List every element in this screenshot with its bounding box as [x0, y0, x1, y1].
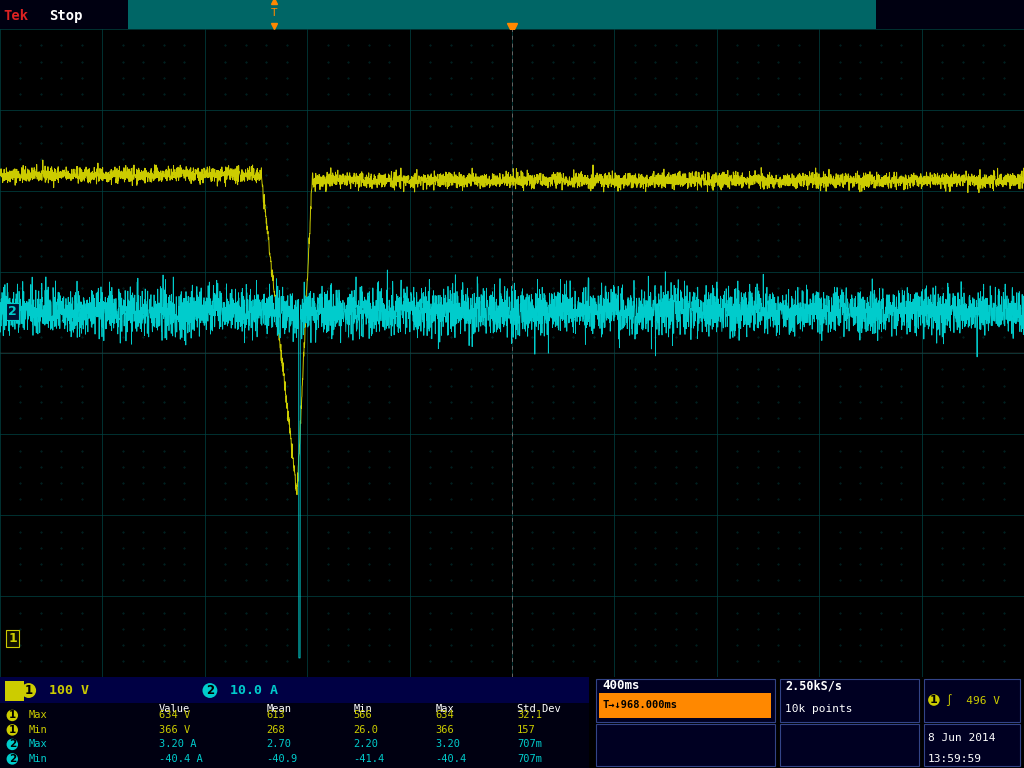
Text: 1: 1 — [930, 695, 938, 705]
Bar — [0, 677, 589, 703]
Bar — [924, 723, 1020, 766]
Text: 634: 634 — [435, 710, 454, 720]
Text: 1: 1 — [8, 710, 16, 720]
Text: Tek: Tek — [3, 9, 29, 23]
Text: 10.0 A: 10.0 A — [230, 684, 279, 697]
Text: Max: Max — [29, 710, 47, 720]
Bar — [924, 679, 1020, 722]
Text: 268: 268 — [266, 725, 285, 735]
Text: Std Dev: Std Dev — [517, 704, 561, 714]
Text: T: T — [271, 8, 278, 18]
Bar — [780, 679, 919, 722]
Text: 1: 1 — [25, 684, 33, 697]
Text: 157: 157 — [517, 725, 536, 735]
Bar — [5, 681, 24, 701]
Text: -40.4 A: -40.4 A — [159, 754, 203, 764]
Text: ∫  496 V: ∫ 496 V — [946, 694, 1000, 706]
Text: Stop: Stop — [49, 9, 83, 23]
Text: 400ms: 400ms — [602, 679, 640, 692]
Text: T→↓968.000ms: T→↓968.000ms — [602, 700, 677, 710]
Text: 366: 366 — [435, 725, 454, 735]
Text: 2.20: 2.20 — [353, 740, 378, 750]
Text: Max: Max — [435, 704, 454, 714]
Text: 1: 1 — [8, 725, 16, 735]
Text: 13:59:59: 13:59:59 — [928, 754, 982, 764]
Bar — [128, 0, 876, 29]
Text: 707m: 707m — [517, 740, 542, 750]
Bar — [0, 703, 589, 768]
Bar — [599, 693, 771, 718]
Text: 2.70: 2.70 — [266, 740, 291, 750]
Text: 8 Jun 2014: 8 Jun 2014 — [928, 733, 995, 743]
Text: Min: Min — [29, 754, 47, 764]
Text: 3.20: 3.20 — [435, 740, 460, 750]
Text: 26.0: 26.0 — [353, 725, 378, 735]
Text: 32.1: 32.1 — [517, 710, 542, 720]
Text: 634 V: 634 V — [159, 710, 190, 720]
Text: 100 V: 100 V — [49, 684, 89, 697]
Text: Max: Max — [29, 740, 47, 750]
Bar — [596, 679, 775, 722]
Text: 2: 2 — [8, 305, 17, 318]
Text: 3.20 A: 3.20 A — [159, 740, 197, 750]
Text: 1: 1 — [8, 632, 17, 645]
Text: 566: 566 — [353, 710, 372, 720]
Bar — [0, 0, 128, 29]
Text: Mean: Mean — [266, 704, 291, 714]
Text: Min: Min — [29, 725, 47, 735]
Bar — [596, 723, 775, 766]
Text: 366 V: 366 V — [159, 725, 190, 735]
Text: -40.9: -40.9 — [266, 754, 298, 764]
Text: 2: 2 — [206, 684, 214, 697]
Bar — [876, 0, 1024, 29]
Text: 2.50kS/s: 2.50kS/s — [785, 679, 843, 692]
Text: -41.4: -41.4 — [353, 754, 385, 764]
Text: 613: 613 — [266, 710, 285, 720]
Text: 2: 2 — [8, 740, 16, 750]
Text: Value: Value — [159, 704, 190, 714]
Text: 10k points: 10k points — [785, 704, 853, 714]
Bar — [780, 723, 919, 766]
Text: -40.4: -40.4 — [435, 754, 467, 764]
Text: 707m: 707m — [517, 754, 542, 764]
Text: 2: 2 — [8, 754, 16, 764]
Text: Min: Min — [353, 704, 372, 714]
